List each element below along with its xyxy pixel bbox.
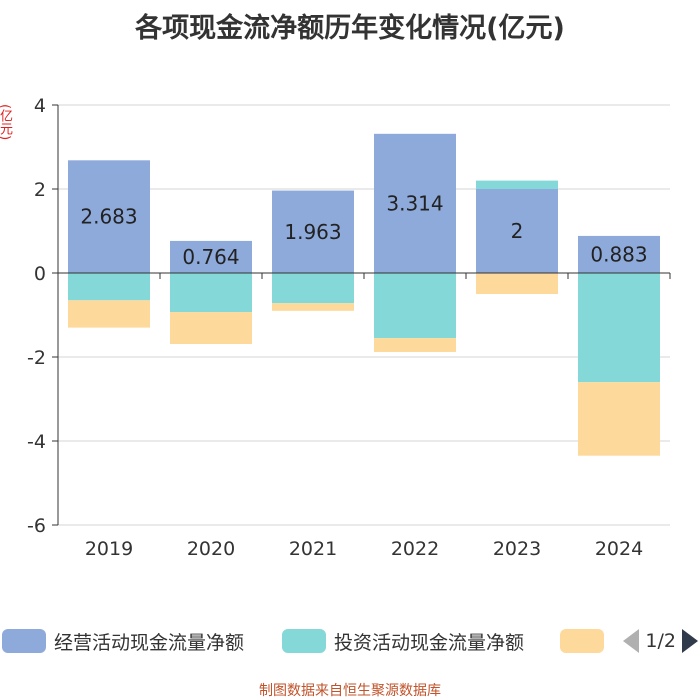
bar-2021-series-2 [272,303,354,311]
legend-swatch-investing [282,629,326,653]
legend-item-financing[interactable] [560,626,612,656]
bar-2023-series-1 [476,180,558,189]
y-tick-label: -4 [27,431,46,453]
x-tick-label-2020: 2020 [187,538,235,560]
cashflow-chart: 4 2 0 -2 -4 -6 2019 2020 2021 2022 2023 2024 2.683 0… [27,95,671,560]
data-label-2023: 2 [511,219,524,243]
bar-2020-series-1 [170,273,252,313]
legend: 经营活动现金流量净额 投资活动现金流量净额 [0,626,700,656]
x-tick-label-2021: 2021 [289,538,337,560]
y-axis-unit-label: (亿元) [0,104,12,141]
legend-item-investing[interactable]: 投资活动现金流量净额 [282,626,524,656]
legend-label-investing: 投资活动现金流量净额 [334,631,525,654]
bar-2022-series-0 [374,133,456,273]
legend-next-icon[interactable] [682,629,698,653]
x-tick-label-2023: 2023 [493,538,541,560]
bar-2021-series-0 [272,190,354,273]
legend-prev-icon[interactable] [623,629,640,653]
bar-2023-series-2 [476,273,558,294]
grid-lines [58,104,670,526]
legend-swatch-operating [2,629,46,653]
bar-2021-series-1 [272,273,354,304]
bar-2024-series-2 [578,382,660,456]
bar-2019-series-1 [68,273,150,301]
bar-2020-series-0 [170,240,252,273]
bar-series [68,133,660,456]
bar-2022-series-1 [374,273,456,339]
legend-item-operating[interactable]: 经营活动现金流量净额 [2,626,244,656]
x-tick-label-2019: 2019 [85,538,133,560]
x-tick-label-2024: 2024 [595,538,643,560]
legend-pager: 1/2 [623,626,698,656]
x-tick-label-2022: 2022 [391,538,439,560]
y-tick-label: 0 [34,263,46,285]
y-tick-label: -6 [27,515,46,537]
chart-title: 各项现金流净额历年变化情况(亿元) [135,13,565,44]
y-tick-label: -2 [27,347,46,369]
y-tick-label: 4 [34,95,46,117]
data-label-2021: 1.963 [284,220,341,244]
data-labels: 2.683 0.764 1.963 3.314 2 0.883 [80,191,647,269]
legend-swatch-financing [560,629,604,653]
bar-2024-series-0 [578,235,660,273]
bar-2022-series-2 [374,338,456,352]
data-label-2020: 0.764 [182,245,239,269]
y-tick-label: 2 [34,179,46,201]
bar-2019-series-0 [68,160,150,273]
data-label-2024: 0.883 [590,242,647,266]
data-source-note: 制图数据来自恒生聚源数据库 [259,683,441,699]
bar-2019-series-2 [68,300,150,328]
data-label-2019: 2.683 [80,205,137,229]
data-label-2022: 3.314 [386,191,443,215]
bar-2023-series-0 [476,189,558,273]
legend-page-indicator: 1/2 [645,630,676,652]
legend-label-operating: 经营活动现金流量净额 [54,631,245,654]
bar-2024-series-1 [578,273,660,383]
axes: 4 2 0 -2 -4 -6 2019 2020 2021 2022 2023 2024 [27,95,671,560]
bar-2020-series-2 [170,312,252,344]
